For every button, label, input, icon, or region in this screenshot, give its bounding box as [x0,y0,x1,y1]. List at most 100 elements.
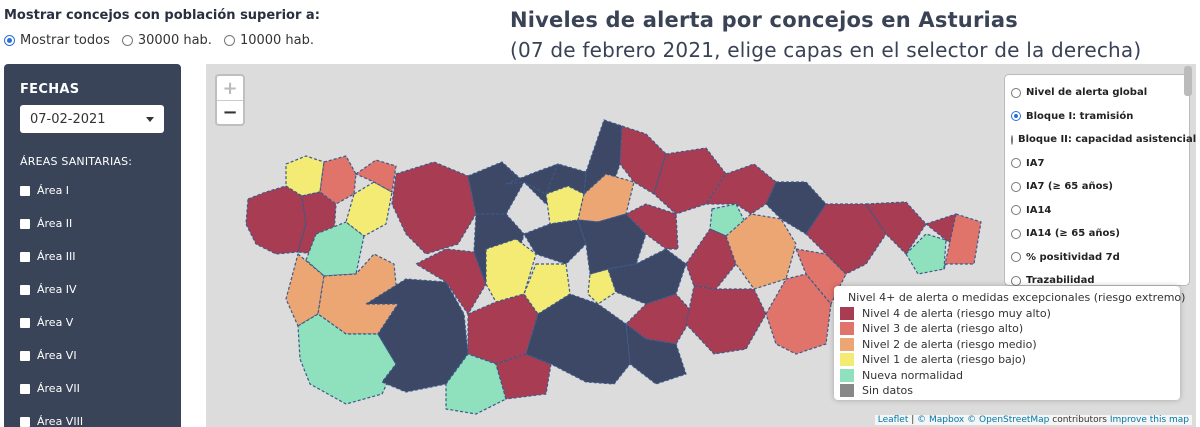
legend-item: Nivel 2 de alerta (riesgo medio) [840,337,1174,353]
municipality-region[interactable] [805,203,887,275]
municipality-region[interactable] [685,285,767,355]
area-item[interactable]: Área II [20,207,165,240]
municipality-region[interactable] [865,201,927,255]
checkbox[interactable] [20,416,30,427]
municipality-region[interactable] [319,155,357,205]
layer-option[interactable]: Nivel de alerta global [1011,81,1183,105]
improve-map-link[interactable]: Improve this map [1109,415,1189,425]
checkbox[interactable] [20,350,30,361]
radio-icon[interactable] [223,35,235,46]
contributors-text: contributors [1049,415,1110,425]
legend-item: Nivel 1 de alerta (riesgo bajo) [840,352,1174,368]
municipality-region[interactable] [365,278,469,393]
municipality-region[interactable] [495,353,552,400]
municipality-region[interactable] [445,353,507,415]
legend-item: Sin datos [840,383,1174,399]
area-item[interactable]: Área VII [20,372,165,405]
municipality-region[interactable] [285,253,325,327]
layer-scrollbar[interactable] [1184,66,1192,96]
area-item[interactable]: Área V [20,306,165,339]
checkbox[interactable] [20,185,30,196]
radio-icon[interactable] [1011,134,1013,145]
mapbox-link[interactable]: © Mapbox [917,415,965,425]
municipality-region[interactable] [685,228,737,290]
layer-label: IA14 (≥ 65 años) [1026,228,1120,240]
option-10000[interactable]: 10000 hab. [223,33,314,48]
municipality-region[interactable] [765,273,832,355]
checkbox[interactable] [20,218,30,229]
asturias-choropleth[interactable] [206,64,1196,427]
radio-icon[interactable] [1011,205,1021,216]
legend-label: Sin datos [862,384,914,398]
area-item[interactable]: Área VI [20,339,165,372]
checkbox[interactable] [20,383,30,394]
municipality-region[interactable] [577,213,647,275]
layer-option[interactable]: Bloque II: capacidad asistencial [1011,128,1196,152]
map[interactable]: + − Nivel de alerta global Bloque I: tra… [206,64,1196,427]
checkbox[interactable] [20,284,30,295]
checkbox[interactable] [20,251,30,262]
layer-option[interactable]: IA14 [1011,199,1183,223]
area-item[interactable]: Área VIII [20,405,165,427]
layer-option[interactable]: Bloque I: tramisión [1011,105,1183,129]
municipality-region[interactable] [625,203,679,250]
zoom-in-button[interactable]: + [222,77,238,99]
municipality-region[interactable] [943,213,982,270]
municipality-region[interactable] [725,213,797,290]
municipality-region[interactable] [905,233,947,275]
municipality-region[interactable] [625,323,687,385]
layer-label: Trazabilidad [1026,275,1095,287]
municipality-region[interactable] [355,159,397,193]
population-options: Mostrar todos 30000 hab. 10000 hab. [4,33,474,48]
areas-list: Área I Área II Área III Área IV Área V Á… [20,174,165,427]
legend-swatch [840,368,854,382]
leaflet-link[interactable]: Leaflet [877,415,909,425]
population-filter: Mostrar concejos con población superior … [4,8,474,48]
municipality-region[interactable] [345,181,393,237]
layer-option[interactable]: IA7 [1011,152,1183,176]
option-30000[interactable]: 30000 hab. [121,33,212,48]
municipality-region[interactable] [505,163,559,195]
legend-label: Nueva normalidad [862,368,964,382]
municipality-region[interactable] [625,293,695,345]
osm-link[interactable]: © OpenStreetMap [967,415,1050,425]
municipality-region[interactable] [285,155,325,197]
radio-icon[interactable] [1011,87,1021,98]
municipality-region[interactable] [525,293,631,385]
legend-swatch [840,306,854,320]
date-select-value: 07-02-2021 [30,111,106,127]
zoom-out-button[interactable]: − [217,100,243,124]
layer-label: Bloque II: capacidad asistencial [1018,134,1196,146]
municipality-region[interactable] [467,161,525,215]
legend-label: Nivel 1 de alerta (riesgo bajo) [862,353,1026,367]
radio-icon[interactable] [1011,275,1021,286]
layer-option[interactable]: Trazabilidad [1011,269,1183,293]
option-all[interactable]: Mostrar todos [4,33,110,48]
radio-icon[interactable] [121,35,133,46]
checkbox[interactable] [20,317,30,328]
date-select[interactable]: 07-02-2021 [20,105,164,133]
municipality-region[interactable] [391,161,477,255]
radio-icon[interactable] [4,35,15,46]
area-item[interactable]: Área I [20,174,165,207]
radio-icon[interactable] [1011,158,1021,169]
zoom-control: + − [215,74,245,126]
legend-item: Nivel 4+ de alerta o medidas excepcional… [840,290,1185,306]
area-item[interactable]: Área IV [20,273,165,306]
municipality-region[interactable] [653,147,727,215]
population-filter-title: Mostrar concejos con población superior … [4,8,320,23]
area-label: Área IV [37,283,77,296]
area-item[interactable]: Área III [20,240,165,273]
municipality-region[interactable] [705,163,777,215]
layer-option[interactable]: IA14 (≥ 65 años) [1011,222,1183,246]
radio-icon[interactable] [1011,111,1021,122]
layer-option[interactable]: IA7 (≥ 65 años) [1011,175,1183,199]
chevron-down-icon [146,116,154,122]
radio-icon[interactable] [1011,252,1021,263]
radio-icon[interactable] [1011,181,1021,192]
layer-option[interactable]: % positividad 7d [1011,246,1183,270]
municipality-region[interactable] [245,185,307,255]
municipality-region[interactable] [545,185,585,225]
radio-icon[interactable] [1011,228,1021,239]
municipality-region[interactable] [485,238,537,303]
